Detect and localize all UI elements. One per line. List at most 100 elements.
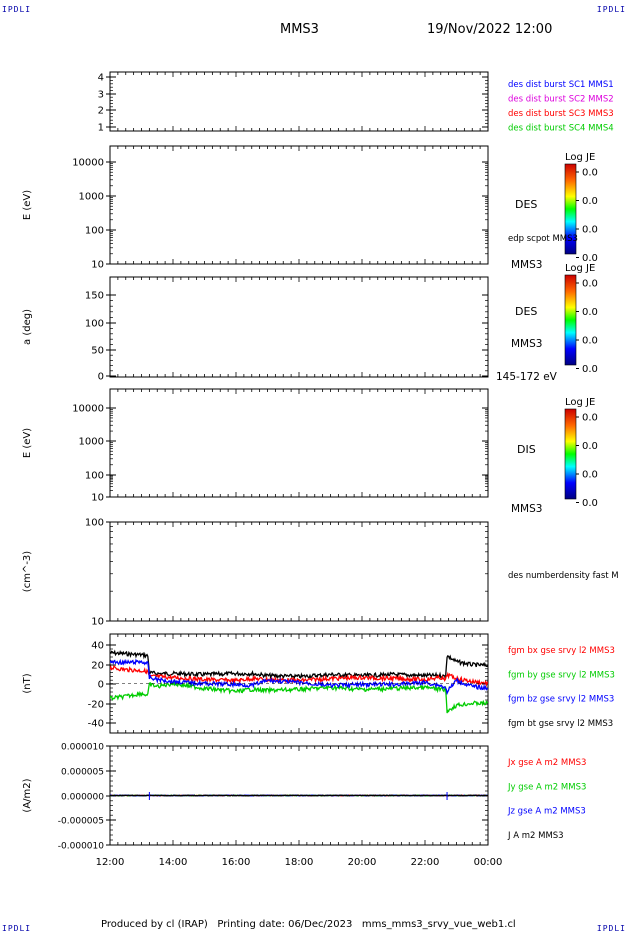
y-axis-label: E (eV) [22, 428, 33, 458]
colorbar-gradient [564, 274, 577, 366]
time-tick-label: 18:00 [285, 857, 314, 868]
y-tick-label: 0 [98, 372, 104, 383]
y-tick-label: 2 [98, 106, 104, 117]
colorbar-label: 0.0 [582, 196, 598, 207]
colorbar-label: 0.0 [582, 168, 598, 179]
data-lines [110, 794, 488, 797]
legend-item: fgm bz gse srvy l2 MMS3 [508, 695, 614, 705]
legend-item: des dist burst SC1 MMS1 [508, 80, 614, 90]
panel-frame [109, 276, 489, 378]
y-tick-label: 100 [85, 319, 104, 330]
y-tick-label: 100 [85, 518, 104, 529]
corner-logo-top-left: IPDLI [2, 5, 32, 14]
colorbar-label: 0.0 [582, 498, 598, 509]
time-tick-label: 14:00 [159, 857, 188, 868]
y-tick-label: 10000 [72, 404, 104, 415]
panel-label-mms3-dis: MMS3 [511, 503, 542, 515]
y-axis-label: E (eV) [22, 190, 33, 220]
y-tick-label: 0 [98, 680, 104, 691]
panel-burst: 4 3 2 1 [98, 71, 489, 134]
y-tick-label: -20 [88, 700, 104, 711]
panel-frame [109, 388, 489, 498]
colorbar-des-pitch: Log JE 0.0 0.0 0.0 0.0 [564, 263, 598, 375]
y-tick-label: 3 [98, 90, 104, 101]
series-line [110, 794, 488, 797]
y-tick-label: 100 [85, 471, 104, 482]
y-tick-label: -0.000005 [58, 817, 104, 827]
footer-produced-by: Produced by cl (IRAP) [101, 919, 208, 930]
datetime-title: 19/Nov/2022 12:00 [427, 22, 553, 37]
colorbar-label: 0.0 [582, 470, 598, 481]
legend-item: fgm by gse srvy l2 MMS3 [508, 670, 615, 680]
panel-label-mms3: MMS3 [511, 259, 542, 271]
legend-item: Jz gse A m2 MMS3 [507, 807, 586, 817]
footer-filename: mms_mms3_srvy_vue_web1.cl [361, 919, 516, 930]
panel-label-des-pitch: DES [515, 305, 537, 318]
y-tick-label: 1000 [79, 192, 104, 203]
panel-label-des: DES [515, 198, 537, 211]
panel-label-edp-scpot: edp scpot MMS3 [508, 234, 578, 244]
y-tick-label: 0.000005 [61, 768, 104, 778]
colorbar-label: 0.0 [582, 307, 598, 318]
panel-density: 100 10 (cm^-3) [22, 518, 489, 628]
colorbar-label: 0.0 [582, 336, 598, 347]
legend-item: fgm bx gse srvy l2 MMS3 [508, 646, 615, 656]
panel-frame [109, 145, 489, 265]
panel-label-density: des numberdensity fast M [508, 571, 619, 581]
colorbar-label: 0.0 [582, 225, 598, 236]
y-tick-label: 1000 [79, 437, 104, 448]
series-line [110, 649, 488, 680]
colorbar-title: Log JE [565, 152, 595, 163]
corner-logo-bottom-left: IPDLI [2, 924, 32, 933]
y-tick-label: 1 [98, 123, 104, 134]
panel-dis-energy: 10000 1000 100 10 E (eV) [22, 388, 489, 504]
time-axis: 12:00 14:00 16:00 18:00 20:00 22:00 00:00 [96, 857, 503, 868]
colorbar-label: 0.0 [582, 413, 598, 424]
panel-frame [109, 521, 489, 622]
y-tick-label: 40 [91, 641, 104, 652]
panel-current: 0.000010 0.000005 0.000000 -0.000005 -0.0000… [22, 743, 489, 852]
y-axis-label: a (deg) [22, 309, 33, 345]
y-tick-label: 20 [91, 661, 104, 672]
y-tick-label: -0.000010 [58, 842, 104, 852]
series-line [110, 679, 488, 714]
colorbar-label: 0.0 [582, 253, 598, 264]
legend-item: des dist burst SC3 MMS3 [508, 109, 614, 119]
y-tick-label: 10 [91, 617, 104, 628]
y-tick-label: 150 [85, 291, 104, 302]
y-tick-label: 10000 [72, 158, 104, 169]
colorbar-label: 0.0 [582, 441, 598, 452]
corner-logo-bottom-right: IPDLI [596, 924, 626, 933]
legend-item: Jy gse A m2 MMS3 [507, 782, 586, 792]
y-axis-label: (A/m2) [22, 778, 33, 812]
legend-item: des dist burst SC2 MMS2 [508, 95, 614, 105]
series-line [110, 664, 488, 688]
spacecraft-title: MMS3 [280, 22, 319, 37]
series-line [110, 658, 488, 696]
time-tick-label: 12:00 [96, 857, 125, 868]
colorbar-dis-energy: Log JE 0.0 0.0 0.0 0.0 [564, 397, 598, 509]
panel-frame [109, 71, 489, 132]
colorbar-title: Log JE [565, 397, 595, 408]
colorbar-title: Log JE [565, 263, 595, 274]
y-tick-label: 10 [91, 493, 104, 504]
footer-printing-date: Printing date: 06/Dec/2023 [217, 919, 353, 930]
data-lines [110, 649, 488, 714]
colorbar-label: 0.0 [582, 364, 598, 375]
panel-label-dis: DIS [517, 443, 536, 456]
legend-item: Jx gse A m2 MMS3 [507, 758, 586, 768]
y-axis-label: (nT) [22, 673, 33, 693]
y-tick-label: 10 [91, 260, 104, 271]
legend-item: fgm bt gse srvy l2 MMS3 [508, 719, 613, 729]
y-tick-label: 100 [85, 226, 104, 237]
panel-label-energy-range: 145-172 eV [496, 371, 558, 383]
panel-des-energy: 10000 1000 100 10 E (eV) [22, 145, 489, 271]
y-axis-label: (cm^-3) [22, 551, 33, 592]
colorbar-gradient [564, 408, 577, 500]
time-tick-label: 22:00 [411, 857, 440, 868]
colorbar-label: 0.0 [582, 279, 598, 290]
colorbar-des-energy: Log JE 0.0 0.0 0.0 0.0 [564, 152, 598, 264]
footer: Produced by cl (IRAP) Printing date: 06/… [101, 919, 516, 930]
